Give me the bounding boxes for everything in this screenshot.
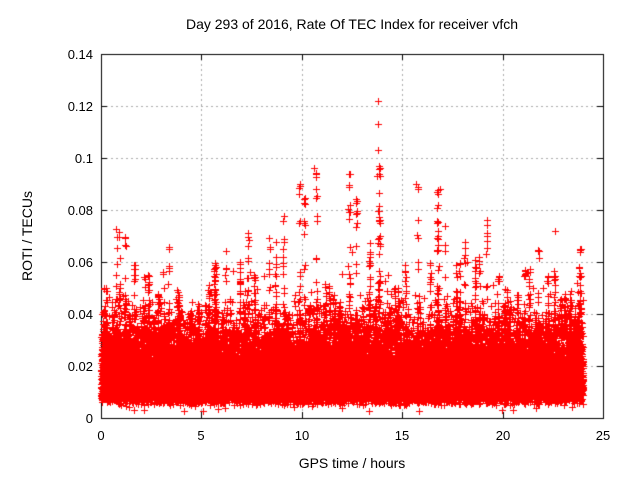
x-tick-label: 10 xyxy=(294,428,310,443)
y-tick-label: 0 xyxy=(85,411,93,426)
x-tick-label: 15 xyxy=(394,428,410,443)
x-axis-label: GPS time / hours xyxy=(298,455,406,471)
y-tick-label: 0.14 xyxy=(67,47,93,62)
y-tick-label: 0.04 xyxy=(67,307,93,322)
y-tick-label: 0.12 xyxy=(67,99,93,114)
x-tick-label: 20 xyxy=(495,428,511,443)
chart-title: Day 293 of 2016, Rate Of TEC Index for r… xyxy=(185,16,518,32)
x-tick-label: 0 xyxy=(97,428,105,443)
y-tick-label: 0.08 xyxy=(67,203,93,218)
x-tick-label: 25 xyxy=(595,428,611,443)
y-tick-label: 0.1 xyxy=(74,151,93,166)
y-tick-label: 0.02 xyxy=(67,359,93,374)
y-tick-label: 0.06 xyxy=(67,255,93,270)
x-tick-label: 5 xyxy=(197,428,205,443)
